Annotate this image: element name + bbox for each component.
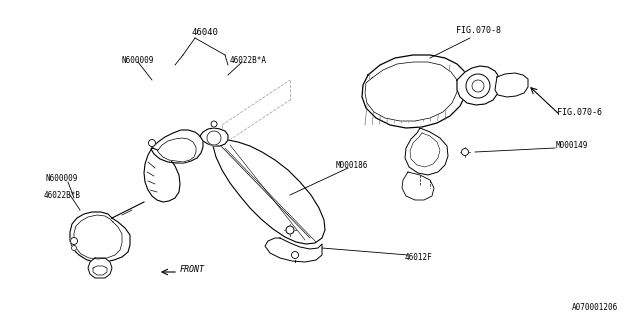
Polygon shape xyxy=(402,172,434,200)
Text: N600009: N600009 xyxy=(122,55,154,65)
Polygon shape xyxy=(93,266,107,275)
Circle shape xyxy=(72,245,77,251)
Circle shape xyxy=(70,237,77,244)
Circle shape xyxy=(211,121,217,127)
Polygon shape xyxy=(213,135,325,244)
Circle shape xyxy=(291,252,298,259)
Circle shape xyxy=(461,148,468,156)
Polygon shape xyxy=(70,212,130,262)
Polygon shape xyxy=(74,215,122,259)
Polygon shape xyxy=(265,238,322,262)
Polygon shape xyxy=(144,148,180,202)
Text: 46012F: 46012F xyxy=(404,253,432,262)
Text: 46040: 46040 xyxy=(191,28,218,36)
Text: M000149: M000149 xyxy=(556,140,588,149)
Text: 46022B*A: 46022B*A xyxy=(230,55,266,65)
Circle shape xyxy=(286,226,294,234)
Polygon shape xyxy=(495,73,528,97)
Polygon shape xyxy=(365,62,457,121)
Polygon shape xyxy=(457,66,500,105)
Text: 46022B*B: 46022B*B xyxy=(44,190,81,199)
Circle shape xyxy=(472,80,484,92)
Text: N600009: N600009 xyxy=(46,173,78,182)
Text: FIG.070-8: FIG.070-8 xyxy=(456,26,500,35)
Polygon shape xyxy=(157,138,196,162)
Polygon shape xyxy=(362,55,468,128)
Polygon shape xyxy=(410,133,440,167)
Polygon shape xyxy=(405,128,448,175)
Polygon shape xyxy=(151,130,203,163)
Text: FRONT: FRONT xyxy=(179,266,205,275)
Text: M000186: M000186 xyxy=(336,161,368,170)
Text: FIG.070-6: FIG.070-6 xyxy=(557,108,602,116)
Polygon shape xyxy=(200,128,228,146)
Circle shape xyxy=(148,140,156,147)
Text: A070001206: A070001206 xyxy=(572,303,618,313)
Circle shape xyxy=(207,131,221,145)
Circle shape xyxy=(466,74,490,98)
Polygon shape xyxy=(88,258,112,278)
